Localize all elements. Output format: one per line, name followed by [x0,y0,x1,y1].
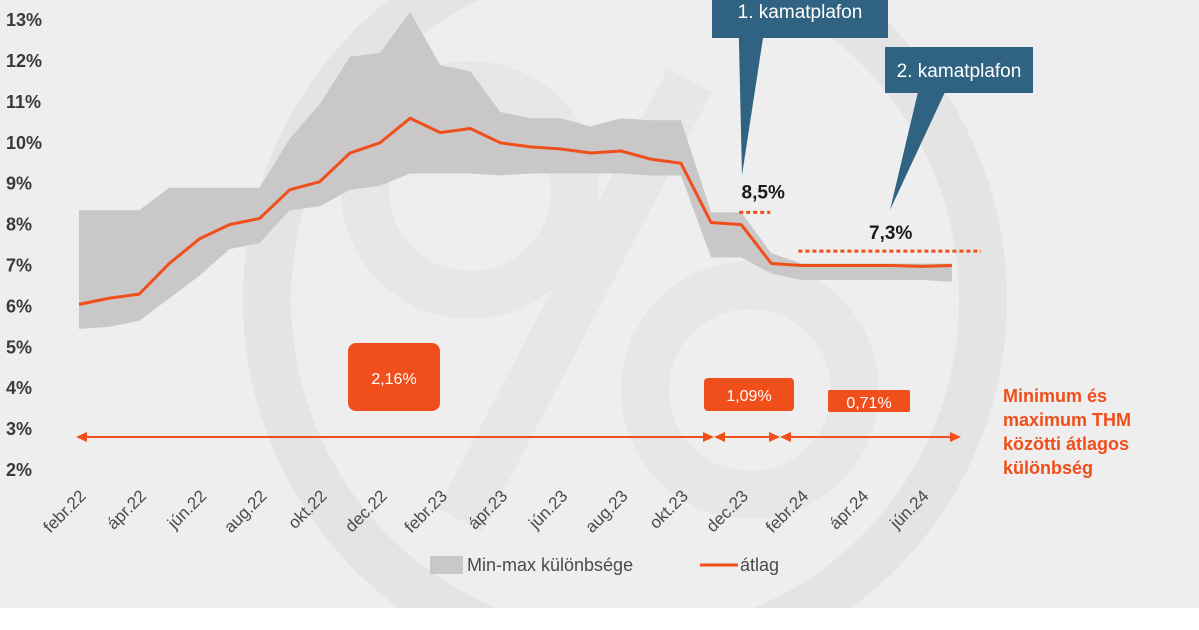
rate-cap-label: 8,5% [742,182,785,203]
range-arrows [76,432,961,442]
callout-second-cap: 2. kamatplafon [885,47,1033,210]
legend-band-label: Min-max különbsége [467,555,633,575]
y-tick-label: 7% [6,256,32,276]
y-tick-label: 8% [6,215,32,235]
svg-text:1,09%: 1,09% [726,388,771,405]
y-tick-label: 3% [6,419,32,439]
y-tick-label: 11% [6,92,41,112]
y-tick-label: 9% [6,174,32,194]
thm-chart: 2% 3% 4% 5% 6% 7% 8% 9% 10% 11% 12% 13% febr.22 ápr.… [6,0,1132,575]
svg-text:maximum THM: maximum THM [1003,410,1131,430]
min-max-band-layer [79,11,952,329]
y-axis: 2% 3% 4% 5% 6% 7% 8% 9% 10% 11% 12% 13% [6,10,42,480]
y-tick-label: 4% [6,378,32,398]
x-tick-label: aug.22 [220,486,270,536]
x-tick-label: jún.22 [163,486,210,533]
legend-line-label: átlag [740,555,779,575]
x-tick-label: aug.23 [581,486,631,536]
svg-text:2,16%: 2,16% [371,371,416,388]
legend-band-swatch [430,556,463,574]
y-tick-label: 6% [6,296,32,316]
bottom-strip [0,608,1199,630]
x-tick-label: febr.23 [401,486,451,536]
side-note: Minimum és maximum THM közötti átlagos k… [1003,386,1131,478]
rate-cap-layer: 8,5% 7,3% [739,182,981,253]
svg-text:2. kamatplafon: 2. kamatplafon [897,61,1022,82]
svg-text:különbség: különbség [1003,458,1093,478]
x-tick-label: okt.23 [646,486,692,532]
svg-text:0,71%: 0,71% [846,395,891,412]
svg-text:közötti átlagos: közötti átlagos [1003,434,1129,454]
average-line-layer [78,116,952,306]
min-max-band [79,11,952,329]
x-tick-label: ápr.24 [826,486,873,533]
y-tick-label: 12% [6,51,42,71]
average-line [78,116,952,306]
callout-first-cap: 1. kamatplafon [712,0,888,175]
x-tick-label: febr.22 [40,486,90,536]
difference-box-2: 1,09% [704,378,794,411]
y-tick-label: 5% [6,337,32,357]
svg-text:Minimum és: Minimum és [1003,386,1107,406]
x-tick-label: ápr.22 [103,486,150,533]
difference-box-3: 0,71% [828,390,910,412]
x-tick-label: jún.23 [525,486,572,533]
y-tick-label: 2% [6,460,32,480]
legend: Min-max különbsége átlag [430,555,779,575]
difference-box-1: 2,16% [348,343,440,411]
rate-cap-label: 7,3% [869,223,912,244]
y-tick-label: 10% [6,133,42,153]
svg-text:1. kamatplafon: 1. kamatplafon [738,2,863,23]
chart-panel: 2% 3% 4% 5% 6% 7% 8% 9% 10% 11% 12% 13% febr.22 ápr.… [0,0,1199,608]
y-tick-label: 13% [6,10,42,30]
